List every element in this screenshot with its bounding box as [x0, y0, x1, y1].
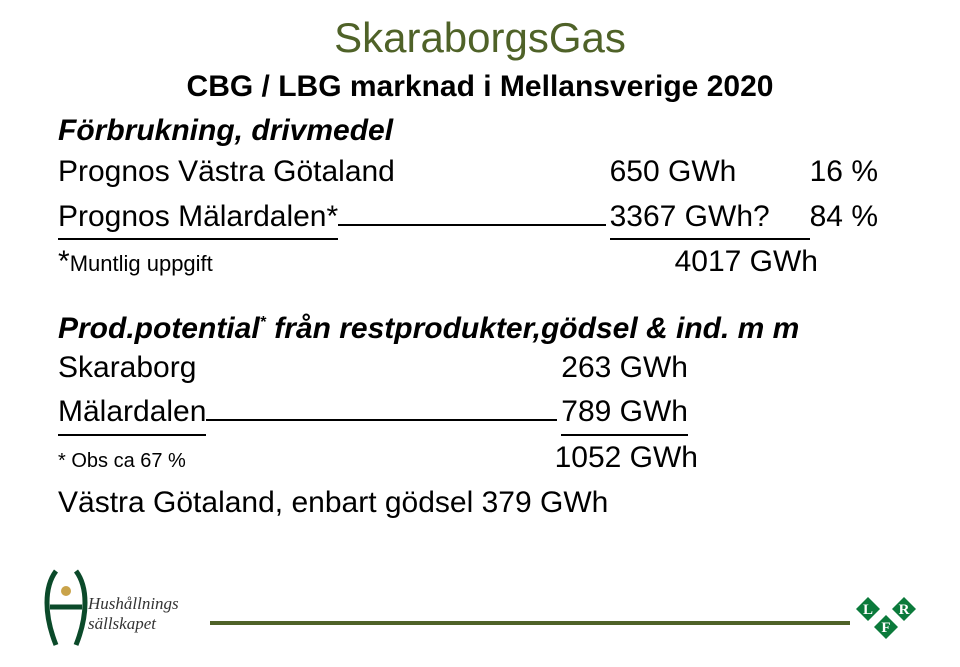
hushallnings-logo: Hushållnings sällskapet [30, 565, 210, 651]
table-row: Skaraborg 263 GWh [58, 346, 688, 390]
footnote-total: 1052 GWh [555, 436, 698, 480]
row-value: 263 GWh [561, 346, 688, 390]
row-value: 650 GWh [610, 150, 810, 194]
row-label: Prognos Mälardalen* [58, 195, 338, 241]
hs-text-2: sällskapet [88, 614, 157, 633]
row-value: 789 GWh [561, 390, 688, 436]
table-row: Prognos Västra Götaland 650 GWh 16 % [58, 150, 878, 194]
lrf-logo: L R F [846, 577, 926, 647]
underline [206, 389, 557, 421]
page-title: SkaraborgsGas [0, 0, 960, 62]
row-pct: 16 % [810, 150, 878, 194]
heading-pre: Prod.potential [58, 312, 260, 345]
row-label: Skaraborg [58, 346, 196, 390]
lrf-f-letter: F [881, 620, 890, 636]
content: Förbrukning, drivmedel Prognos Västra Gö… [58, 114, 960, 525]
footnote-total: 4017 GWh [675, 240, 818, 284]
last-line: Västra Götaland, enbart gödsel 379 GWh [58, 481, 960, 525]
footer-rule [210, 621, 850, 625]
footnote-pre: * Obs ca 67 % [58, 447, 186, 476]
lrf-r-letter: R [899, 602, 910, 618]
hs-text-1: Hushållnings [87, 594, 179, 613]
footnote-star: * [58, 240, 70, 284]
row-label: Prognos Västra Götaland [58, 150, 395, 194]
row-pct: 84 % [810, 195, 878, 239]
table-row: Mälardalen 789 GWh [58, 389, 688, 436]
row-label: Mälardalen [58, 390, 206, 436]
table-row: Prognos Mälardalen* 3367 GWh? 84 % [58, 194, 878, 241]
footnote-text: Muntlig uppgift [70, 248, 213, 280]
heading-post: från restprodukter,gödsel & ind. m m [266, 312, 799, 345]
row-value: 3367 GWh? [610, 195, 810, 241]
lrf-l-letter: L [863, 602, 873, 618]
last-line-text: Västra Götaland, enbart gödsel 379 GWh [58, 481, 608, 525]
slide: SkaraborgsGas CBG / LBG marknad i Mellan… [0, 0, 960, 667]
section1-footnote: * Muntlig uppgift 4017 GWh [58, 240, 818, 284]
section2-heading: Prod.potential* från restprodukter,gödse… [58, 312, 960, 346]
underline [338, 194, 605, 226]
section1-heading: Förbrukning, drivmedel [58, 114, 960, 148]
section2-footnote: * Obs ca 67 % 1052 GWh [58, 436, 698, 480]
page-subtitle: CBG / LBG marknad i Mellansverige 2020 [0, 70, 960, 104]
